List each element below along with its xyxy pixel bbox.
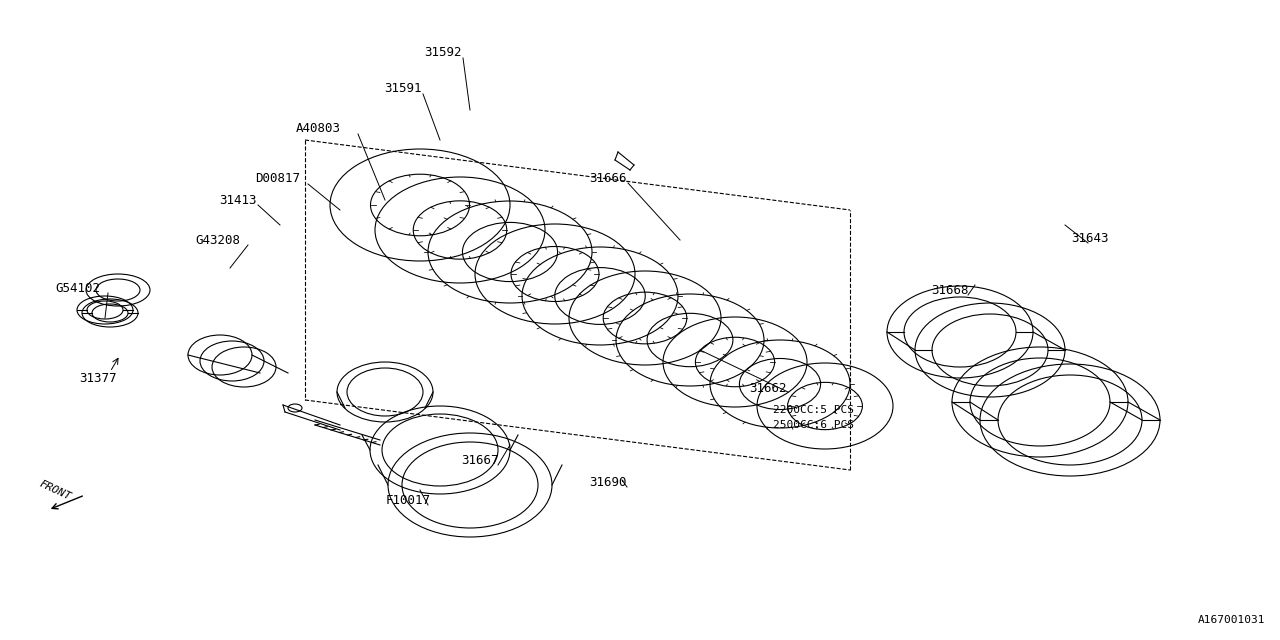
Text: F10017: F10017 xyxy=(385,493,430,506)
Text: 31668: 31668 xyxy=(932,284,969,296)
Text: D00817: D00817 xyxy=(256,172,301,184)
Text: A40803: A40803 xyxy=(296,122,340,134)
Text: G54102: G54102 xyxy=(55,282,101,294)
Text: 2200CC:5 PCS: 2200CC:5 PCS xyxy=(773,405,854,415)
Text: 31377: 31377 xyxy=(79,371,116,385)
Text: A167001031: A167001031 xyxy=(1198,615,1265,625)
Text: 31666: 31666 xyxy=(589,172,627,184)
Text: 31591: 31591 xyxy=(384,81,421,95)
Text: 31643: 31643 xyxy=(1071,232,1108,244)
Text: G43208: G43208 xyxy=(196,234,241,246)
Text: 31662: 31662 xyxy=(749,381,787,394)
Text: 31413: 31413 xyxy=(219,193,257,207)
Text: 31592: 31592 xyxy=(424,45,462,58)
Text: 31690: 31690 xyxy=(589,476,627,488)
Text: 31667: 31667 xyxy=(461,454,499,467)
Text: 2500CC:6 PCS: 2500CC:6 PCS xyxy=(773,420,854,430)
Text: FRONT: FRONT xyxy=(37,479,73,502)
